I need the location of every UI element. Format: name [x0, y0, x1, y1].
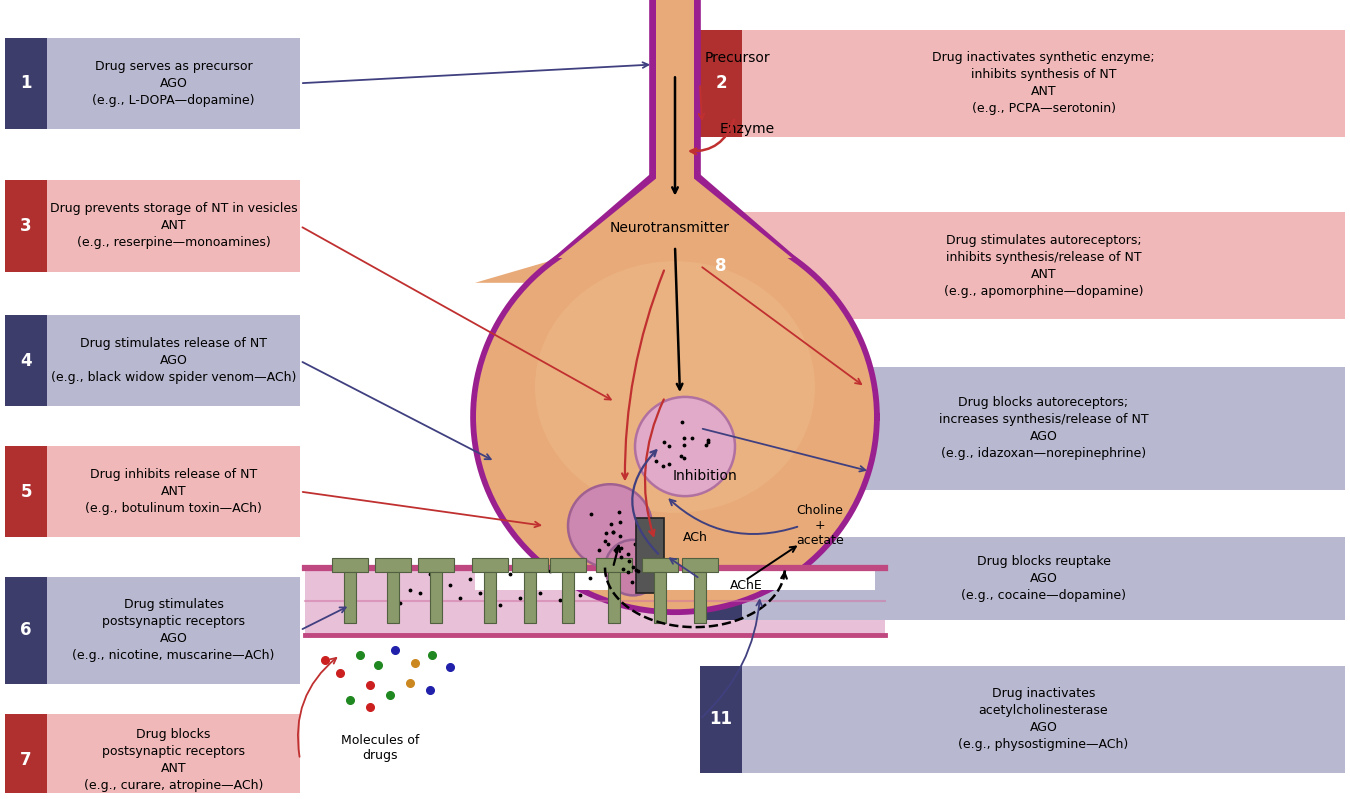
Text: Precursor: Precursor [705, 50, 771, 65]
Text: Enzyme: Enzyme [720, 122, 775, 136]
Text: Drug inactivates synthetic enzyme;
inhibits synthesis of NT
ANT
(e.g., PCPA—sero: Drug inactivates synthetic enzyme; inhib… [933, 51, 1154, 115]
FancyBboxPatch shape [743, 212, 1345, 319]
FancyBboxPatch shape [472, 558, 508, 571]
FancyBboxPatch shape [694, 571, 706, 623]
FancyBboxPatch shape [656, 0, 694, 189]
Text: Drug blocks
postsynaptic receptors
ANT
(e.g., curare, atropine—ACh): Drug blocks postsynaptic receptors ANT (… [84, 728, 263, 792]
FancyBboxPatch shape [429, 571, 443, 623]
Text: Drug stimulates autoreceptors;
inhibits synthesis/release of NT
ANT
(e.g., apomo: Drug stimulates autoreceptors; inhibits … [944, 233, 1143, 297]
FancyBboxPatch shape [47, 315, 300, 407]
FancyBboxPatch shape [743, 30, 1345, 137]
FancyBboxPatch shape [549, 558, 586, 571]
Text: 4: 4 [20, 352, 32, 370]
Text: Drug blocks reuptake
AGO
(e.g., cocaine—dopamine): Drug blocks reuptake AGO (e.g., cocaine—… [961, 555, 1126, 602]
Polygon shape [558, 179, 792, 258]
Text: Drug serves as precursor
AGO
(e.g., L-DOPA—dopamine): Drug serves as precursor AGO (e.g., L-DO… [92, 60, 255, 107]
Text: Drug inactivates
acetylcholinesterase
AGO
(e.g., physostigmine—ACh): Drug inactivates acetylcholinesterase AG… [958, 687, 1129, 751]
FancyBboxPatch shape [701, 30, 742, 137]
Text: ACh: ACh [683, 531, 707, 544]
Polygon shape [475, 258, 875, 283]
Text: Inhibition: Inhibition [672, 469, 737, 483]
Text: Drug blocks autoreceptors;
increases synthesis/release of NT
AGO
(e.g., idazoxan: Drug blocks autoreceptors; increases syn… [938, 396, 1149, 460]
Text: Drug prevents storage of NT in vesicles
ANT
(e.g., reserpine—monoamines): Drug prevents storage of NT in vesicles … [50, 202, 297, 249]
FancyBboxPatch shape [305, 567, 886, 635]
Text: 1: 1 [20, 74, 32, 92]
FancyBboxPatch shape [595, 558, 632, 571]
FancyBboxPatch shape [332, 558, 369, 571]
Text: 2: 2 [716, 74, 726, 92]
Ellipse shape [475, 223, 875, 610]
FancyBboxPatch shape [5, 181, 47, 272]
Circle shape [605, 540, 662, 595]
FancyBboxPatch shape [386, 571, 400, 623]
FancyBboxPatch shape [475, 567, 875, 590]
FancyBboxPatch shape [682, 558, 718, 571]
Text: Drug stimulates
postsynaptic receptors
AGO
(e.g., nicotine, muscarine—ACh): Drug stimulates postsynaptic receptors A… [73, 598, 274, 662]
FancyBboxPatch shape [375, 558, 410, 571]
Text: 10: 10 [710, 570, 733, 588]
FancyBboxPatch shape [653, 571, 667, 623]
Circle shape [634, 397, 734, 496]
FancyBboxPatch shape [344, 571, 356, 623]
FancyBboxPatch shape [636, 518, 664, 594]
Ellipse shape [477, 225, 873, 610]
FancyBboxPatch shape [701, 212, 742, 319]
FancyBboxPatch shape [418, 558, 454, 571]
FancyBboxPatch shape [5, 38, 47, 129]
FancyBboxPatch shape [5, 315, 47, 407]
FancyBboxPatch shape [47, 714, 300, 799]
FancyBboxPatch shape [47, 577, 300, 684]
Text: AChE: AChE [730, 579, 763, 592]
Text: 5: 5 [20, 483, 32, 500]
FancyBboxPatch shape [5, 446, 47, 537]
FancyBboxPatch shape [512, 558, 548, 571]
Text: Choline
+
acetate: Choline + acetate [796, 504, 844, 547]
FancyBboxPatch shape [643, 558, 678, 571]
Text: 7: 7 [20, 750, 32, 769]
FancyBboxPatch shape [483, 571, 497, 623]
FancyBboxPatch shape [743, 666, 1345, 773]
Ellipse shape [535, 261, 815, 513]
Text: Drug inhibits release of NT
ANT
(e.g., botulinum toxin—ACh): Drug inhibits release of NT ANT (e.g., b… [85, 468, 262, 515]
Text: 11: 11 [710, 710, 733, 728]
Text: Drug stimulates release of NT
AGO
(e.g., black widow spider venom—ACh): Drug stimulates release of NT AGO (e.g.,… [51, 337, 296, 384]
FancyBboxPatch shape [701, 537, 742, 620]
Text: 9: 9 [716, 419, 726, 437]
FancyBboxPatch shape [701, 367, 742, 490]
FancyBboxPatch shape [608, 571, 620, 623]
Circle shape [568, 484, 652, 567]
Text: Molecules of
drugs: Molecules of drugs [340, 734, 420, 762]
FancyBboxPatch shape [653, 0, 697, 193]
FancyBboxPatch shape [5, 714, 47, 799]
Text: Neurotransmitter: Neurotransmitter [610, 221, 730, 235]
FancyBboxPatch shape [562, 571, 574, 623]
Text: 3: 3 [20, 217, 32, 235]
FancyBboxPatch shape [524, 571, 536, 623]
FancyBboxPatch shape [5, 577, 47, 684]
Polygon shape [560, 173, 790, 263]
FancyBboxPatch shape [47, 181, 300, 272]
Text: 6: 6 [20, 622, 32, 639]
FancyBboxPatch shape [47, 38, 300, 129]
FancyBboxPatch shape [701, 666, 742, 773]
FancyBboxPatch shape [743, 537, 1345, 620]
FancyBboxPatch shape [743, 367, 1345, 490]
Text: 8: 8 [716, 256, 726, 275]
FancyBboxPatch shape [47, 446, 300, 537]
